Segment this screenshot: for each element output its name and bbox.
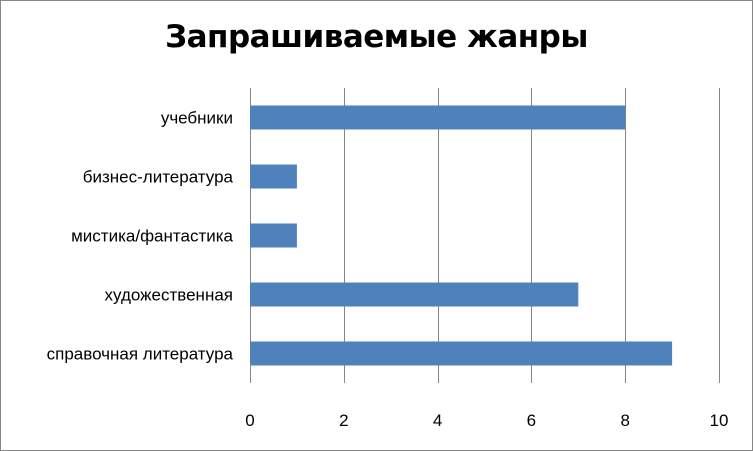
category-label-2: мистика/фантастика [71,227,233,246]
x-tick-label-10: 10 [710,411,729,430]
category-label-1: бизнес-литература [83,168,234,187]
bar-2 [250,223,297,248]
bar-1 [250,164,297,189]
bar-0 [250,105,626,130]
chart-title: Запрашиваемые жанры [165,19,588,55]
category-label-0: учебники [161,109,233,128]
x-tick-label-2: 2 [339,411,348,430]
x-tick-label-8: 8 [620,411,629,430]
x-tick-label-6: 6 [527,411,536,430]
category-label-3: художественная [105,286,233,305]
bar-4 [250,341,673,366]
x-tick-label-0: 0 [245,411,254,430]
x-tick-label-4: 4 [433,411,442,430]
category-label-4: справочная литература [47,345,234,364]
bar-3 [250,282,579,307]
